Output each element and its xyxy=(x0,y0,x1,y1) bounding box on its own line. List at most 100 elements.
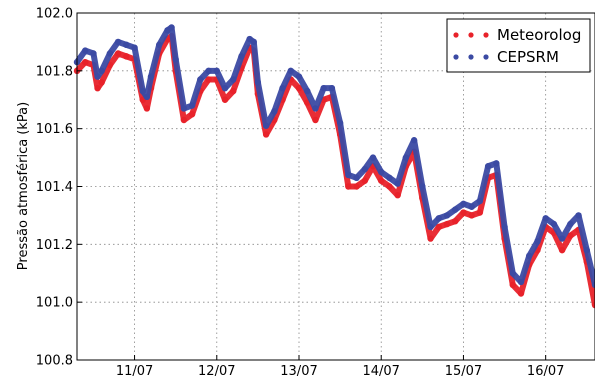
y-axis-label: Pressão atmosférica (kPa) xyxy=(16,102,31,270)
data-point xyxy=(114,50,122,57)
data-point xyxy=(567,232,574,239)
data-point xyxy=(542,215,549,222)
data-point xyxy=(114,38,122,46)
legend-label: CEPSRM xyxy=(497,48,559,66)
data-point xyxy=(295,84,303,92)
data-point xyxy=(361,177,368,184)
legend-marker xyxy=(453,54,459,60)
data-point xyxy=(180,116,188,124)
data-point xyxy=(205,67,212,75)
x-tick-label: 14/07 xyxy=(362,364,399,378)
data-point xyxy=(361,165,368,173)
data-point xyxy=(534,238,541,245)
data-point xyxy=(205,76,212,83)
data-point xyxy=(98,67,105,75)
data-point xyxy=(394,191,401,199)
data-point xyxy=(484,163,492,170)
data-point xyxy=(312,116,319,124)
data-point xyxy=(328,84,336,92)
data-point xyxy=(143,93,151,101)
x-tick-label: 15/07 xyxy=(445,364,482,378)
data-point xyxy=(345,183,352,190)
data-point xyxy=(156,41,163,49)
data-point xyxy=(452,218,459,225)
data-point xyxy=(443,212,451,219)
y-tick-label: 101.4 xyxy=(36,180,73,195)
data-point xyxy=(501,223,508,231)
data-point xyxy=(123,53,130,60)
data-point xyxy=(312,105,319,112)
data-point xyxy=(410,137,418,144)
data-point xyxy=(250,38,257,46)
data-point xyxy=(279,84,286,92)
data-point xyxy=(106,50,114,57)
data-point xyxy=(460,209,467,216)
x-tick-label: 13/07 xyxy=(280,364,317,378)
data-point xyxy=(180,105,188,112)
data-point xyxy=(378,177,385,184)
data-point xyxy=(143,105,151,112)
y-tick-label: 101.8 xyxy=(36,64,73,79)
data-point xyxy=(558,235,566,242)
legend-marker xyxy=(468,54,474,60)
legend-box xyxy=(446,18,591,73)
data-point xyxy=(168,24,175,31)
data-point xyxy=(435,223,442,231)
data-point xyxy=(452,206,459,213)
data-point xyxy=(526,252,533,260)
legend-marker xyxy=(483,54,489,60)
data-point xyxy=(94,73,101,80)
grid-lines xyxy=(77,13,595,360)
legend: Meteorolog CEPSRM xyxy=(446,18,591,73)
data-point xyxy=(238,53,245,60)
data-point xyxy=(172,56,179,63)
data-point xyxy=(468,212,475,219)
data-point xyxy=(558,246,566,254)
x-tick-label: 12/07 xyxy=(198,364,235,378)
data-point xyxy=(304,87,311,95)
data-point xyxy=(94,84,101,92)
data-point xyxy=(435,215,442,222)
legend-marker xyxy=(468,32,474,38)
data-point xyxy=(460,200,467,208)
data-point xyxy=(493,160,500,167)
data-point xyxy=(427,235,434,242)
x-tick-label: 16/07 xyxy=(527,364,564,378)
data-point xyxy=(262,131,270,138)
data-point xyxy=(221,96,229,103)
data-point xyxy=(591,301,595,309)
legend-marker xyxy=(453,32,459,38)
data-point xyxy=(188,102,196,109)
data-point xyxy=(82,58,89,66)
data-point xyxy=(213,67,220,75)
data-point xyxy=(197,76,204,83)
data-point xyxy=(230,76,237,83)
data-point xyxy=(402,154,410,161)
data-point xyxy=(353,174,360,182)
y-tick-label: 101.0 xyxy=(36,296,73,311)
y-tick-label: 100.8 xyxy=(36,354,73,369)
series-line xyxy=(74,24,595,288)
data-point xyxy=(82,47,89,54)
data-point xyxy=(567,220,574,228)
axis-ticks: 11/07 12/07 13/07 14/07 15/07 16/07 100.8 101.0… xyxy=(36,7,565,378)
data-point xyxy=(583,246,590,254)
data-point xyxy=(550,220,558,228)
legend-label: Meteorolog xyxy=(497,26,581,44)
data-point xyxy=(476,197,484,205)
legend-marker xyxy=(483,32,489,38)
data-point xyxy=(509,270,516,277)
data-point xyxy=(386,174,393,182)
data-point xyxy=(230,87,237,95)
data-point xyxy=(419,183,426,190)
data-point xyxy=(369,154,377,161)
data-point xyxy=(336,119,344,127)
data-point xyxy=(271,108,278,115)
data-point xyxy=(517,278,525,286)
data-point xyxy=(139,87,146,95)
data-point xyxy=(131,44,138,51)
data-point xyxy=(378,168,385,176)
data-point xyxy=(295,73,303,80)
data-point xyxy=(262,122,270,129)
y-tick-label: 101.6 xyxy=(36,122,73,137)
